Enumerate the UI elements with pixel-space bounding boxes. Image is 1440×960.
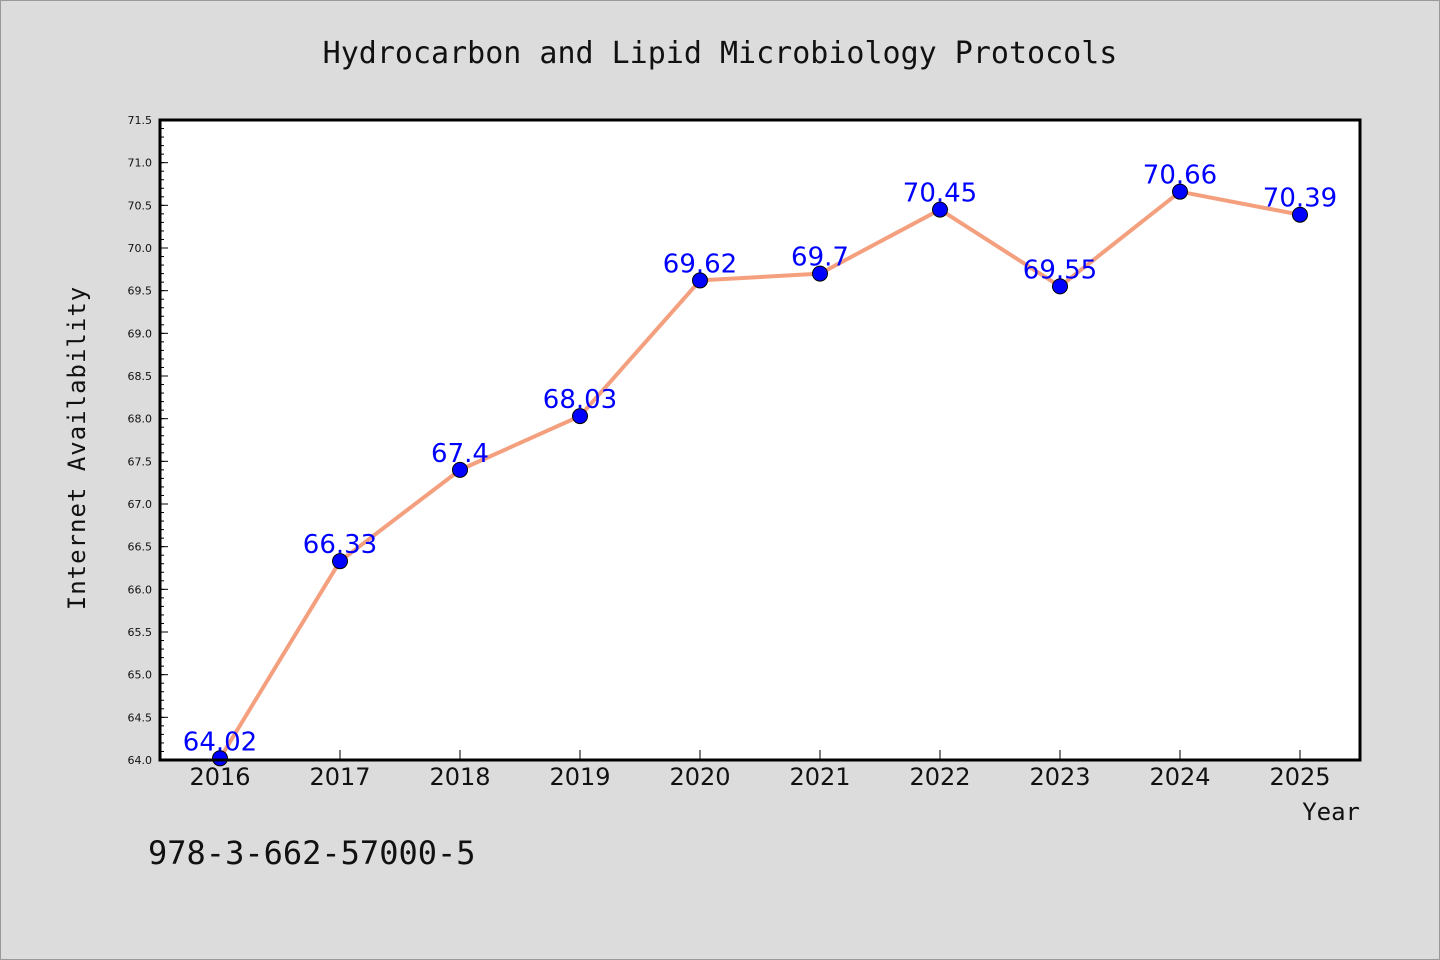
y-tick-label: 66.5	[128, 541, 153, 554]
data-point	[1172, 183, 1188, 200]
isbn-footnote: 978-3-662-57000-5	[148, 834, 476, 872]
data-label: 67.4	[431, 439, 489, 469]
x-tick-label: 2018	[429, 763, 490, 791]
data-label: 68.03	[543, 385, 617, 415]
data-label: 70.45	[903, 179, 977, 209]
data-point	[932, 201, 948, 218]
data-label: 69.7	[791, 243, 849, 273]
y-tick-label: 67.0	[128, 498, 153, 511]
y-tick-label: 66.0	[128, 583, 153, 596]
y-tick-label: 69.5	[128, 285, 153, 298]
plot-area	[160, 120, 1360, 760]
series-line	[218, 189, 1301, 760]
data-point	[692, 272, 708, 289]
x-tick-label: 2017	[309, 763, 370, 791]
x-tick-label: 2016	[189, 763, 250, 791]
data-label: 70.66	[1143, 161, 1217, 191]
chart-title: Hydrocarbon and Lipid Microbiology Proto…	[323, 36, 1118, 71]
data-labels: 64.02 66.33 67.4 68.03 69.62 69.7 70.45 69.55 70…	[183, 161, 1337, 758]
data-point	[812, 265, 828, 282]
data-label: 64.02	[183, 727, 257, 757]
y-tick-label: 67.5	[128, 455, 153, 468]
x-axis: 2016 2017 2018 2019 2020 2021 2022 2023 2024 2025	[189, 750, 1331, 791]
data-point	[212, 750, 228, 767]
x-axis-label: Year	[1302, 798, 1360, 826]
data-point	[572, 408, 588, 425]
y-tick-label: 71.5	[128, 114, 153, 127]
y-axis-label: Internet Availability	[63, 286, 91, 610]
x-tick-label: 2020	[669, 763, 730, 791]
x-tick-label: 2025	[1269, 763, 1330, 791]
series-layer	[212, 183, 1308, 767]
data-label: 66.33	[303, 530, 377, 560]
y-tick-label: 71.0	[128, 157, 153, 170]
y-axis: 64.0 64.5 65.0 65.5 66.0 66.5 67.0 67.5 68.0 68.5…	[128, 114, 168, 767]
y-tick-label: 64.0	[128, 754, 153, 767]
data-label: 69.55	[1023, 255, 1097, 285]
data-label: 69.62	[663, 249, 737, 279]
y-tick-label: 70.5	[128, 199, 153, 212]
y-tick-label: 64.5	[128, 711, 153, 724]
y-tick-label: 65.5	[128, 626, 153, 639]
data-label: 70.39	[1263, 184, 1337, 214]
y-tick-label: 68.5	[128, 370, 153, 383]
x-tick-label: 2023	[1029, 763, 1090, 791]
x-tick-label: 2022	[909, 763, 970, 791]
data-point	[1292, 206, 1308, 223]
y-tick-label: 70.0	[128, 242, 153, 255]
x-tick-label: 2019	[549, 763, 610, 791]
data-point	[332, 553, 348, 570]
y-tick-label: 65.0	[128, 669, 153, 682]
x-tick-label: 2024	[1149, 763, 1210, 791]
y-tick-label: 69.0	[128, 327, 153, 340]
x-tick-label: 2021	[789, 763, 850, 791]
data-point	[1052, 278, 1068, 295]
data-point	[452, 461, 468, 478]
y-tick-label: 68.0	[128, 413, 153, 426]
plot-frame	[158, 118, 1362, 762]
